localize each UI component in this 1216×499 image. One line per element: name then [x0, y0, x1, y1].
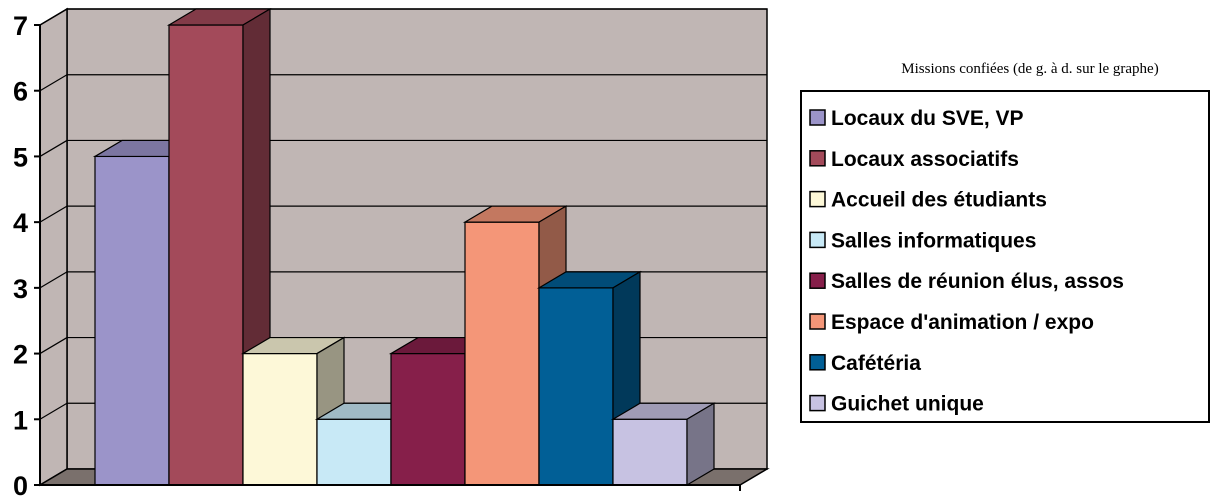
gridline — [39, 402, 68, 420]
gridline — [39, 337, 68, 355]
legend-label: Cafétéria — [831, 352, 921, 375]
y-tick-label: 1 — [13, 405, 28, 435]
legend-label: Accueil des étudiants — [831, 189, 1047, 212]
bar-front — [538, 287, 614, 486]
legend-item: Accueil des étudiants — [809, 189, 1047, 212]
y-tick-label: 2 — [13, 340, 28, 370]
y-tick-label: 4 — [13, 208, 28, 238]
legend-label: Salles informatiques — [831, 229, 1036, 252]
y-tick-label: 3 — [13, 274, 28, 304]
legend-label: Guichet unique — [831, 393, 984, 416]
legend-item: Guichet unique — [809, 393, 984, 416]
legend-item: Cafétéria — [809, 352, 921, 375]
bar-front — [390, 352, 466, 486]
legend-item: Salles informatiques — [809, 229, 1036, 252]
y-tick-label: 0 — [13, 471, 28, 499]
legend-label: Espace d'animation / expo — [831, 311, 1094, 334]
legend: Missions confiées (de g. à d. sur le gra… — [800, 61, 1210, 423]
bar-front — [316, 418, 392, 486]
side-wall — [39, 7, 68, 487]
gridline — [39, 139, 68, 157]
y-tick-label: 6 — [13, 77, 28, 107]
bar-front — [168, 24, 244, 486]
legend-swatch — [809, 313, 826, 330]
legend-box — [800, 90, 1210, 423]
bar-front — [94, 155, 170, 486]
legend-swatch — [809, 272, 826, 289]
legend-label: Locaux du SVE, VP — [831, 107, 1024, 130]
bar-front — [612, 418, 688, 486]
legend-swatch — [809, 394, 826, 412]
legend-items: Locaux du SVE, VP Locaux associatifs Accue… — [809, 107, 1124, 416]
legend-item: Espace d'animation / expo — [809, 311, 1094, 334]
legend-swatch — [809, 109, 826, 126]
legend-item: Locaux du SVE, VP — [809, 107, 1024, 130]
gridline — [39, 271, 68, 289]
legend-swatch — [809, 354, 826, 371]
legend-swatch — [809, 150, 826, 167]
gridline — [39, 205, 68, 223]
legend-label: Locaux associatifs — [831, 148, 1019, 171]
gridline — [39, 74, 68, 92]
gridline — [39, 8, 68, 26]
y-tick-label: 7 — [13, 11, 28, 41]
bars-group — [92, 7, 717, 487]
legend-item: Locaux associatifs — [809, 148, 1019, 171]
bar-front — [464, 221, 540, 486]
bar-front — [242, 352, 318, 486]
legend-swatch — [809, 190, 826, 208]
y-axis: 0 1 2 3 4 5 6 7 — [13, 11, 741, 499]
legend-title: Missions confiées (de g. à d. sur le gra… — [901, 61, 1158, 77]
bar — [610, 402, 717, 487]
legend-label: Salles de réunion élus, assos — [831, 270, 1124, 293]
legend-swatch — [809, 231, 826, 249]
legend-item: Salles de réunion élus, assos — [809, 270, 1124, 293]
bar-side — [686, 402, 715, 487]
y-tick-label: 5 — [13, 142, 28, 172]
